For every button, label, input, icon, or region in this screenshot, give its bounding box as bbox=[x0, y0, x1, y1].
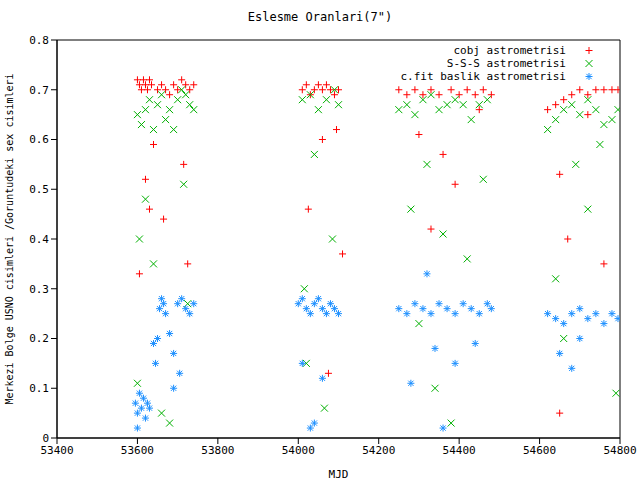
svg-text:54600: 54600 bbox=[523, 444, 556, 457]
svg-text:53800: 53800 bbox=[201, 444, 234, 457]
html-text:c.fit baslik astrometrisi: c.fit baslik astrometrisi bbox=[400, 70, 566, 83]
svg-text:0.7: 0.7 bbox=[29, 84, 49, 97]
html-text:S-S-S astrometrisi: S-S-S astrometrisi bbox=[446, 57, 566, 70]
svg-text:54400: 54400 bbox=[443, 444, 476, 457]
svg-text:0.8: 0.8 bbox=[29, 34, 49, 47]
svg-text:0.3: 0.3 bbox=[29, 283, 49, 296]
svg-text:0.1: 0.1 bbox=[29, 382, 49, 395]
svg-text:53400: 53400 bbox=[40, 444, 73, 457]
svg-text:54000: 54000 bbox=[282, 444, 315, 457]
svg-text:0.2: 0.2 bbox=[29, 332, 49, 345]
svg-text:0: 0 bbox=[42, 432, 49, 445]
svg-text:54800: 54800 bbox=[603, 444, 632, 457]
svg-text:MJD: MJD bbox=[329, 468, 349, 480]
svg-text:0.6: 0.6 bbox=[29, 133, 49, 146]
svg-text:Merkezi Bolge USNO cisimleri /: Merkezi Bolge USNO cisimleri /Goruntudek… bbox=[8, 73, 15, 404]
svg-text:53600: 53600 bbox=[121, 444, 154, 457]
html-text:Eslesme Oranlari(7"): Eslesme Oranlari(7") bbox=[247, 10, 393, 24]
html-text:cobj astrometrisi: cobj astrometrisi bbox=[453, 44, 566, 57]
svg-text:0.4: 0.4 bbox=[29, 233, 49, 246]
svg-text:0.5: 0.5 bbox=[29, 183, 49, 196]
svg-text:54200: 54200 bbox=[362, 444, 395, 457]
